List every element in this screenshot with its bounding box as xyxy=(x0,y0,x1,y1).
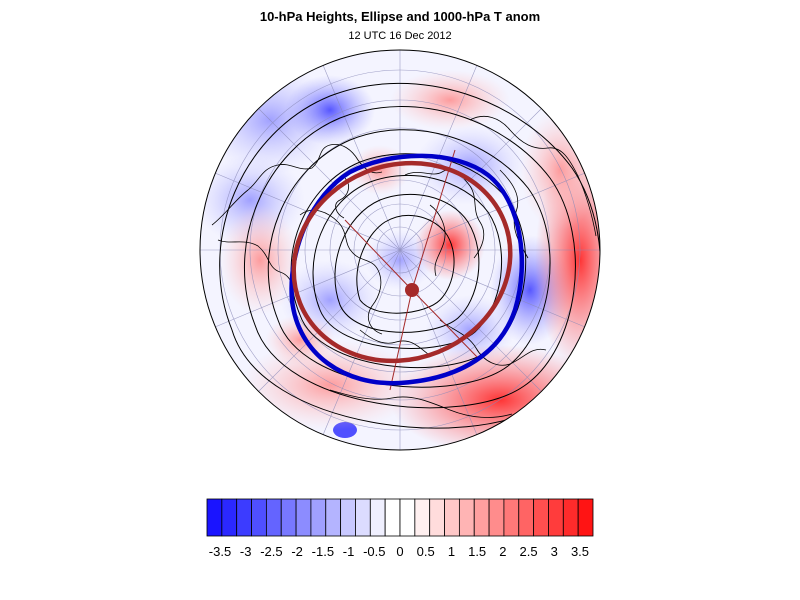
colorbar-box xyxy=(280,498,297,537)
colorbar-box xyxy=(414,498,431,537)
colorbar-box xyxy=(310,498,327,537)
colorbar-box xyxy=(533,498,549,537)
height-contour xyxy=(243,106,576,409)
colorbar-labels: -3.5 -3 -2.5 -2 -1.5 -1 -0.5 0 0.5 1 1.5 2 2.5 3 3.5 xyxy=(209,544,589,559)
colorbar-box xyxy=(473,498,490,537)
colorbar-tick-label: 2.5 xyxy=(520,544,538,559)
colorbar-box xyxy=(325,498,342,537)
colorbar-tick-label: -1.5 xyxy=(312,544,334,559)
colorbar-box xyxy=(488,498,505,537)
height-contour xyxy=(356,214,455,314)
colorbar-box xyxy=(384,498,401,537)
colorbar-tick-label: 0.5 xyxy=(417,544,435,559)
height-contour xyxy=(334,193,480,333)
colorbar-tick-label: 3 xyxy=(551,544,558,559)
colorbar-tick-label: -2 xyxy=(291,544,303,559)
colorbar-tick-label: -0.5 xyxy=(363,544,385,559)
height-contour xyxy=(267,129,551,388)
colorbar-tick-label: 0 xyxy=(396,544,403,559)
height-contour xyxy=(219,82,600,429)
colorbar-tick-label: 2 xyxy=(499,544,506,559)
colorbar-box xyxy=(429,498,445,537)
colorbar-tick-label: -3.5 xyxy=(209,544,231,559)
colorbar-box xyxy=(444,498,460,537)
ellipse-axes xyxy=(344,149,481,391)
chart-subtitle: 12 UTC 16 Dec 2012 xyxy=(348,30,452,42)
colorbar-box xyxy=(295,498,312,537)
colorbar-box xyxy=(340,498,356,537)
colorbar-tick-label: 3.5 xyxy=(571,544,589,559)
colorbar-box xyxy=(548,498,564,537)
colorbar-tick-label: -2.5 xyxy=(260,544,282,559)
colorbar-tick-label: 1.5 xyxy=(468,544,486,559)
colorbar-tick-label: 1 xyxy=(448,544,455,559)
colorbar-box xyxy=(355,498,371,537)
height-contours xyxy=(219,82,600,429)
colorbar-box xyxy=(369,498,386,537)
colorbar-tick-label: -1 xyxy=(343,544,355,559)
colorbar-box xyxy=(221,498,238,537)
colorbar-box xyxy=(503,498,520,537)
colorbar-box xyxy=(236,498,252,537)
coastlines xyxy=(211,116,597,418)
colorbar-box xyxy=(251,498,267,537)
colorbar-tick-label: -3 xyxy=(240,544,252,559)
height-contour xyxy=(312,175,503,349)
vortex-edge-contour xyxy=(289,153,525,386)
colorbar-boxes xyxy=(206,498,594,537)
colorbar-box xyxy=(206,498,223,537)
colorbar-box xyxy=(562,498,579,537)
chart-title: 10-hPa Heights, Ellipse and 1000-hPa T a… xyxy=(259,9,541,24)
globe-outline xyxy=(199,49,601,451)
ellipse-centre-marker xyxy=(405,283,419,297)
fitted-ellipse xyxy=(291,160,513,364)
colorbar-box xyxy=(399,498,416,537)
colorbar-box xyxy=(458,498,475,537)
colorbar-box xyxy=(518,498,535,537)
colorbar-box xyxy=(265,498,282,537)
colorbar-box xyxy=(577,498,594,537)
